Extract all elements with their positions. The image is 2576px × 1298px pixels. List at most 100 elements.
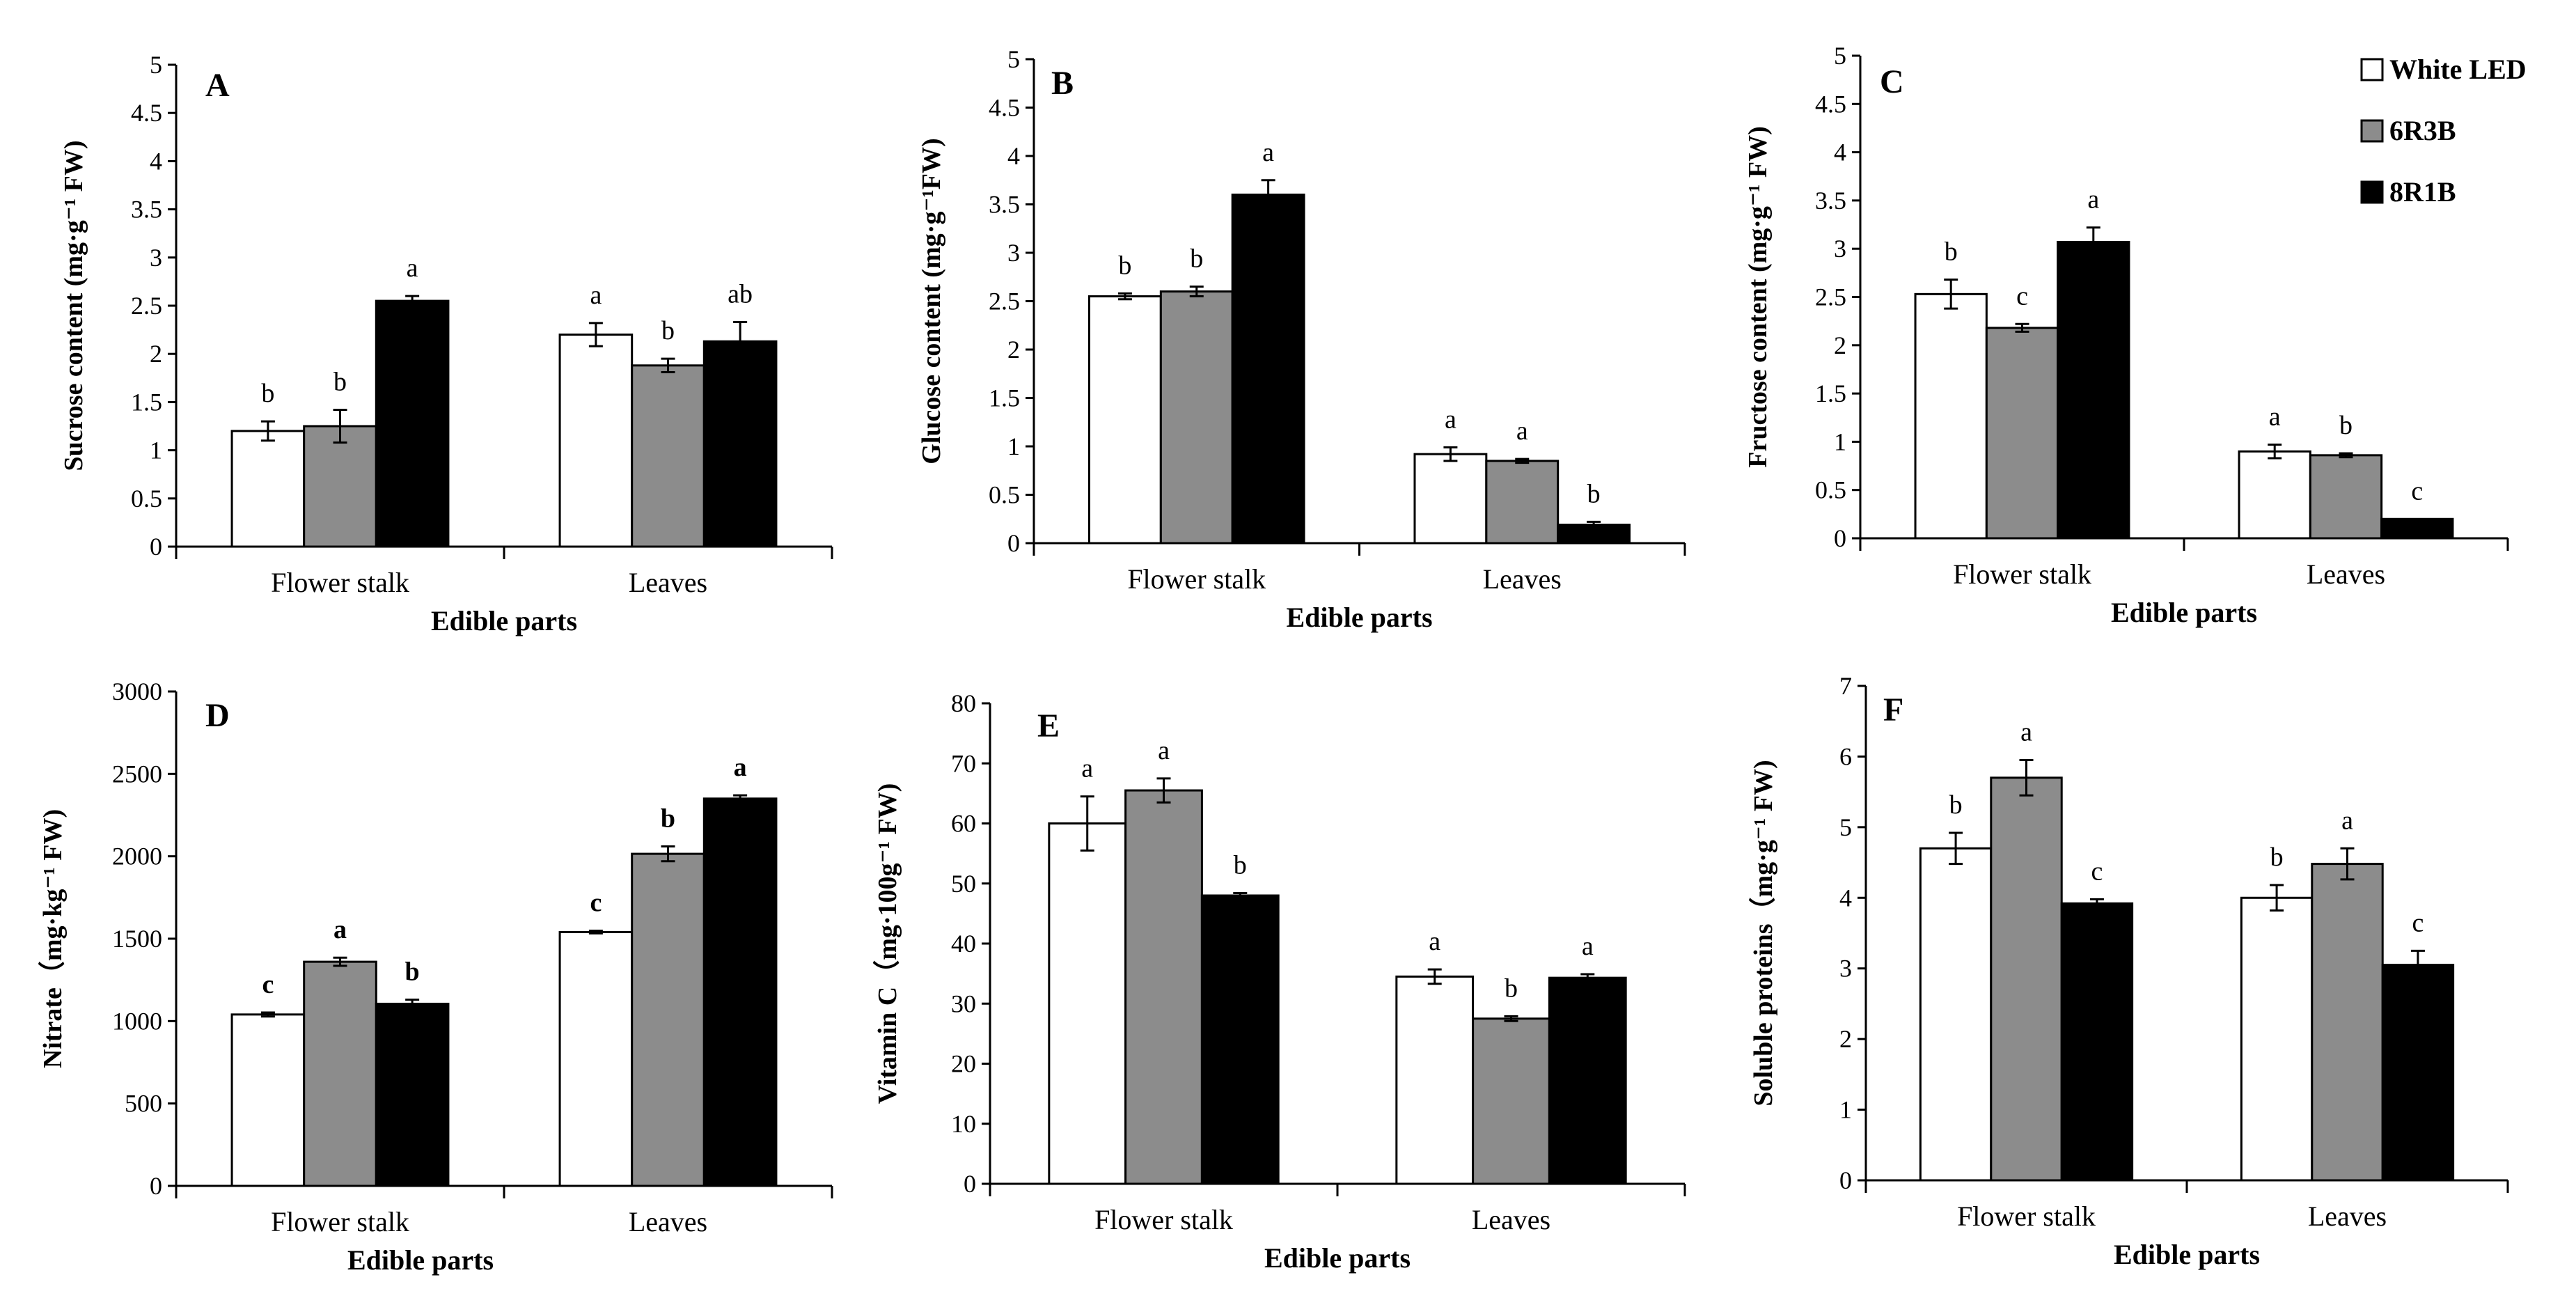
y-tick-label: 4 bbox=[1834, 139, 1846, 166]
significance-letter: a bbox=[1429, 927, 1440, 956]
chart-panel-d: 0 500 1000 1500 2000 2500 3000 c a b Flower stalk c… bbox=[38, 678, 833, 1276]
y-tick-label: 1.5 bbox=[131, 388, 162, 416]
significance-letter: b bbox=[1234, 851, 1247, 880]
significance-letter: a bbox=[2341, 806, 2353, 835]
y-tick-label: 1.5 bbox=[989, 384, 1020, 412]
y-axis-label: Sucrose content (mg·g⁻¹ FW) bbox=[59, 140, 88, 471]
x-tick-label: Flower stalk bbox=[1957, 1201, 2096, 1232]
y-tick-label: 3.5 bbox=[131, 196, 162, 224]
significance-letter: b bbox=[1945, 237, 1958, 267]
bar-6r3b bbox=[2311, 863, 2384, 1182]
y-tick-label: 70 bbox=[951, 749, 976, 777]
y-tick-label: 3 bbox=[1839, 955, 1852, 983]
bar-6r3b bbox=[631, 364, 705, 548]
bar-6r3b bbox=[303, 425, 377, 548]
bar-8r1b bbox=[702, 797, 778, 1187]
bar-8r1b bbox=[2057, 240, 2130, 540]
y-tick-label: 0 bbox=[1834, 524, 1846, 552]
bar-6r3b bbox=[303, 960, 377, 1187]
bar-white-led bbox=[230, 1013, 306, 1187]
y-tick-label: 2 bbox=[1839, 1025, 1852, 1053]
y-tick-label: 5 bbox=[1834, 42, 1846, 70]
bar-white-led bbox=[1919, 847, 1993, 1182]
panel-label: C bbox=[1880, 63, 1904, 100]
significance-letter: a bbox=[2087, 185, 2099, 214]
significance-letter: b bbox=[2339, 411, 2353, 440]
y-tick-label: 4 bbox=[1839, 884, 1852, 912]
significance-letter: a bbox=[1158, 736, 1170, 765]
legend-swatch bbox=[2360, 119, 2384, 143]
x-tick-label: Flower stalk bbox=[1094, 1204, 1233, 1235]
x-axis-label: Edible parts bbox=[347, 1244, 494, 1276]
bar-6r3b bbox=[631, 852, 705, 1187]
bar-8r1b bbox=[1231, 194, 1305, 545]
y-tick-label: 0 bbox=[1839, 1166, 1852, 1194]
chart-panel-c: 0 0.5 1 1.5 2 2.5 3 3.5 4 4.5 5 b c a Flower stalk a b c L… bbox=[1743, 42, 2509, 628]
legend-swatch bbox=[2360, 58, 2384, 81]
y-tick-label: 80 bbox=[951, 689, 976, 717]
significance-letter: c bbox=[2411, 476, 2423, 506]
x-tick-label: Leaves bbox=[629, 567, 707, 598]
chart-panel-b: 0 0.5 1 1.5 2 2.5 3 3.5 4 4.5 5 b b a Flower stalk a a b L… bbox=[917, 45, 1686, 633]
y-tick-label: 0 bbox=[1007, 529, 1020, 557]
bar-8r1b bbox=[375, 1002, 450, 1187]
significance-letter: a bbox=[1445, 405, 1456, 434]
significance-letter: c bbox=[2016, 281, 2028, 311]
y-tick-label: 1 bbox=[1839, 1096, 1852, 1124]
y-tick-label: 1500 bbox=[112, 925, 162, 953]
y-tick-label: 0 bbox=[964, 1170, 976, 1198]
y-axis-label: Glucose content (mg·g⁻¹FW) bbox=[917, 138, 946, 464]
y-tick-label: 1 bbox=[1007, 432, 1020, 460]
y-tick-label: 2.5 bbox=[131, 292, 162, 320]
panel-label: D bbox=[205, 697, 230, 734]
x-axis-label: Edible parts bbox=[2111, 597, 2257, 628]
significance-letter: b bbox=[261, 379, 274, 408]
bar-white-led bbox=[2238, 450, 2311, 540]
y-tick-label: 3 bbox=[1007, 239, 1020, 267]
y-tick-label: 2000 bbox=[112, 843, 162, 870]
significance-letter: b bbox=[1949, 790, 1963, 820]
y-tick-label: 4.5 bbox=[131, 99, 162, 127]
y-tick-label: 2500 bbox=[112, 760, 162, 788]
legend-label: White LED bbox=[2389, 54, 2527, 85]
y-tick-label: 5 bbox=[150, 51, 162, 79]
bar-white-led bbox=[1048, 822, 1127, 1185]
bar-6r3b bbox=[1124, 789, 1203, 1185]
bar-8r1b bbox=[375, 299, 450, 548]
significance-letter: ab bbox=[728, 280, 753, 309]
y-tick-label: 2 bbox=[150, 340, 162, 368]
significance-letter: b bbox=[661, 316, 675, 345]
panel-label: E bbox=[1037, 707, 1060, 744]
y-tick-label: 1 bbox=[1834, 428, 1846, 455]
significance-letter: b bbox=[661, 804, 675, 833]
y-tick-label: 50 bbox=[951, 870, 976, 898]
significance-letter: c bbox=[2412, 908, 2424, 937]
y-tick-label: 1.5 bbox=[1815, 380, 1846, 407]
panel-label: B bbox=[1051, 65, 1074, 102]
y-tick-label: 1000 bbox=[112, 1007, 162, 1035]
x-tick-label: Flower stalk bbox=[1953, 558, 2091, 590]
y-tick-label: 0.5 bbox=[1815, 476, 1846, 504]
x-tick-label: Leaves bbox=[629, 1206, 707, 1237]
y-tick-label: 4.5 bbox=[989, 94, 1020, 122]
y-tick-label: 500 bbox=[125, 1090, 162, 1118]
bar-white-led bbox=[1413, 453, 1488, 545]
y-tick-label: 7 bbox=[1839, 672, 1852, 700]
x-tick-label: Flower stalk bbox=[1127, 563, 1266, 595]
bar-6r3b bbox=[1990, 776, 2063, 1182]
y-tick-label: 20 bbox=[951, 1050, 976, 1078]
chart-panel-f: 0 1 2 3 4 5 6 7 b a c Flower stalk b a c Leaves Edible p… bbox=[1749, 672, 2509, 1270]
bar-white-led bbox=[2240, 896, 2314, 1182]
y-tick-label: 0.5 bbox=[131, 485, 162, 513]
bar-8r1b bbox=[702, 340, 778, 548]
legend-label: 8R1B bbox=[2389, 176, 2456, 208]
y-tick-label: 4.5 bbox=[1815, 90, 1846, 118]
bar-6r3b bbox=[1485, 460, 1560, 545]
y-tick-label: 60 bbox=[951, 810, 976, 838]
x-axis-label: Edible parts bbox=[431, 605, 577, 636]
bar-8r1b bbox=[1200, 894, 1280, 1185]
significance-letter: c bbox=[2091, 857, 2103, 886]
x-tick-label: Flower stalk bbox=[271, 1206, 409, 1237]
